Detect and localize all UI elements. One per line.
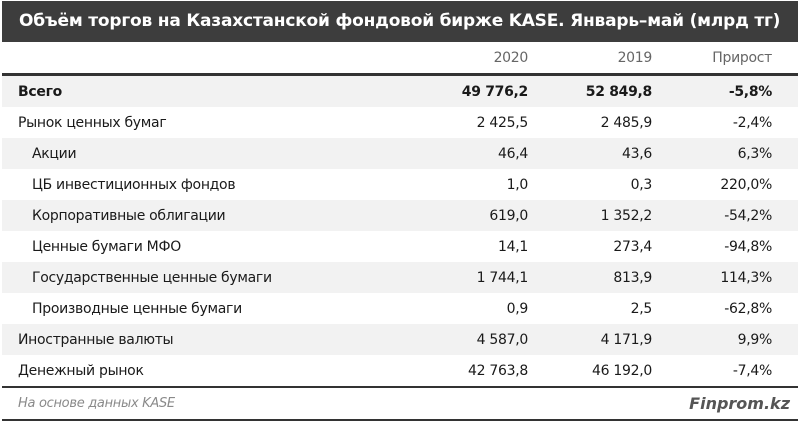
- header-2019: 2019: [617, 49, 653, 66]
- value-growth: 114,3%: [720, 269, 772, 286]
- table-row: Денежный рынок 42 763,8 46 192,0 -7,4%: [2, 355, 798, 386]
- row-label: Корпоративные облигации: [32, 207, 226, 224]
- table-row: Рынок ценных бумаг 2 425,5 2 485,9 -2,4%: [2, 107, 798, 138]
- value-2020: 14,1: [498, 238, 528, 255]
- value-2020: 1 744,1: [476, 269, 529, 286]
- value-2019: 273,4: [613, 238, 652, 255]
- value-2020: 619,0: [489, 207, 528, 224]
- row-label: Производные ценные бумаги: [32, 300, 242, 317]
- value-2019: 813,9: [613, 269, 652, 286]
- value-growth: -62,8%: [724, 300, 772, 317]
- row-label: Ценные бумаги МФО: [32, 238, 181, 255]
- table-title: Объём торгов на Казахстанской фондовой б…: [2, 1, 798, 42]
- value-growth: -7,4%: [732, 362, 772, 379]
- value-growth: -94,8%: [724, 238, 772, 255]
- row-label: Рынок ценных бумаг: [18, 114, 167, 131]
- header-growth: Прирост: [712, 49, 772, 66]
- value-2020: 42 763,8: [468, 362, 528, 379]
- table-row: ЦБ инвестиционных фондов 1,0 0,3 220,0%: [2, 169, 798, 200]
- value-2019: 2,5: [630, 300, 653, 317]
- header-2020: 2020: [493, 49, 529, 66]
- brand-logo: Finprom.kz: [689, 394, 790, 413]
- source-note: На основе данных KASE: [18, 396, 175, 411]
- value-2019: 0,3: [630, 176, 653, 193]
- value-2020: 2 425,5: [476, 114, 529, 131]
- table-row: Ценные бумаги МФО 14,1 273,4 -94,8%: [2, 231, 798, 262]
- row-label: Иностранные валюты: [18, 331, 174, 348]
- value-growth: 220,0%: [720, 176, 772, 193]
- table-header: 2020 2019 Прирост: [2, 42, 798, 76]
- value-2019: 52 849,8: [585, 83, 653, 100]
- table-row: Иностранные валюты 4 587,0 4 171,9 9,9%: [2, 324, 798, 355]
- value-2019: 43,6: [622, 145, 652, 162]
- value-2019: 46 192,0: [592, 362, 652, 379]
- value-2020: 46,4: [498, 145, 528, 162]
- row-label: Акции: [32, 145, 77, 162]
- value-2019: 4 171,9: [600, 331, 653, 348]
- value-2019: 1 352,2: [600, 207, 653, 224]
- value-2020: 4 587,0: [476, 331, 529, 348]
- value-growth: -54,2%: [724, 207, 772, 224]
- value-2019: 2 485,9: [600, 114, 653, 131]
- value-growth: -2,4%: [732, 114, 772, 131]
- table-row: Акции 46,4 43,6 6,3%: [2, 138, 798, 169]
- row-label: Государственные ценные бумаги: [32, 269, 272, 286]
- value-2020: 49 776,2: [461, 83, 529, 100]
- table-row: Производные ценные бумаги 0,9 2,5 -62,8%: [2, 293, 798, 324]
- value-2020: 1,0: [506, 176, 529, 193]
- row-label: Денежный рынок: [18, 362, 144, 379]
- table-row-total: Всего 49 776,2 52 849,8 -5,8%: [2, 76, 798, 107]
- value-growth: -5,8%: [728, 83, 772, 100]
- table-row: Государственные ценные бумаги 1 744,1 81…: [2, 262, 798, 293]
- value-growth: 6,3%: [737, 145, 773, 162]
- value-growth: 9,9%: [737, 331, 773, 348]
- data-table: 2020 2019 Прирост Всего 49 776,2 52 849,…: [2, 42, 798, 386]
- table-row: Корпоративные облигации 619,0 1 352,2 -5…: [2, 200, 798, 231]
- row-label: ЦБ инвестиционных фондов: [32, 176, 236, 193]
- value-2020: 0,9: [506, 300, 529, 317]
- row-label: Всего: [18, 83, 62, 100]
- table-footer: На основе данных KASE Finprom.kz: [2, 386, 798, 421]
